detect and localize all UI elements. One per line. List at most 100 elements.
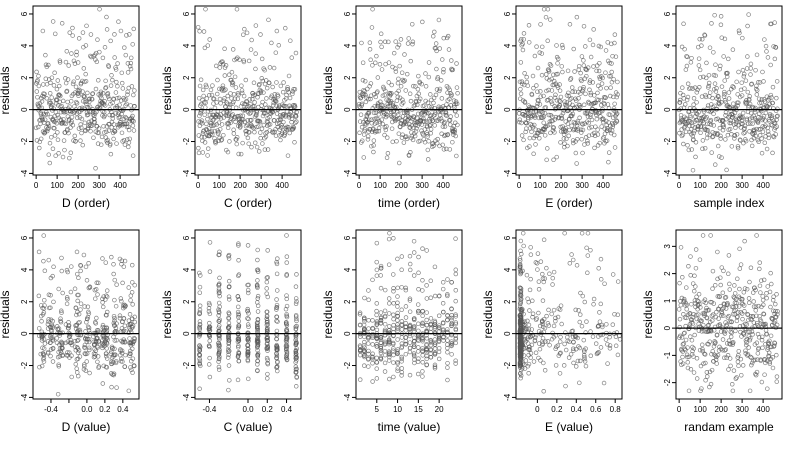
data-point — [612, 311, 617, 317]
data-point — [697, 347, 703, 353]
data-point — [529, 342, 535, 348]
data-point — [358, 344, 363, 350]
data-point — [74, 52, 79, 58]
data-point — [535, 89, 540, 94]
data-point — [432, 362, 438, 368]
data-point — [694, 376, 700, 381]
data-point — [106, 64, 112, 69]
data-point — [399, 359, 404, 364]
data-point — [726, 90, 732, 95]
data-point — [75, 373, 81, 379]
data-point — [266, 122, 271, 127]
data-point — [454, 153, 459, 159]
y-tick-label: 6 — [503, 11, 512, 16]
data-point — [577, 380, 582, 386]
data-point — [697, 36, 702, 42]
data-point — [428, 347, 434, 353]
data-point — [707, 45, 713, 50]
data-point — [403, 315, 409, 320]
data-point — [723, 306, 729, 311]
y-tick-label: 2 — [182, 299, 191, 304]
data-point — [45, 351, 51, 356]
data-point — [51, 299, 56, 305]
data-point — [88, 128, 93, 134]
data-point — [236, 323, 242, 328]
data-point — [416, 119, 422, 124]
data-point — [132, 103, 137, 109]
data-point — [102, 113, 108, 118]
data-point — [127, 32, 132, 37]
data-point — [236, 351, 242, 356]
y-tick-label: -2 — [343, 361, 352, 369]
data-point — [715, 276, 720, 282]
data-point — [550, 330, 555, 336]
data-point — [199, 121, 205, 126]
data-point — [253, 66, 258, 72]
data-point — [67, 350, 72, 355]
data-point — [197, 347, 202, 353]
data-point — [274, 297, 279, 302]
data-point — [234, 135, 240, 140]
data-point — [66, 63, 71, 68]
data-point — [712, 12, 717, 18]
data-point — [207, 92, 212, 98]
data-point — [75, 338, 80, 344]
data-point — [736, 348, 742, 354]
data-point — [78, 307, 83, 312]
data-point — [204, 84, 209, 90]
data-point — [413, 84, 418, 89]
data-point — [395, 300, 400, 306]
data-point — [213, 139, 219, 144]
data-point — [545, 321, 551, 326]
data-point — [383, 341, 388, 346]
data-point — [592, 93, 597, 98]
data-point — [119, 298, 124, 304]
data-point — [237, 57, 242, 62]
data-point — [366, 117, 372, 123]
data-point — [78, 262, 83, 268]
data-point — [85, 314, 91, 320]
data-point — [104, 313, 109, 318]
data-point — [691, 370, 697, 375]
data-point — [257, 82, 262, 87]
data-point — [585, 253, 591, 258]
data-point — [518, 248, 523, 254]
data-point — [617, 337, 623, 342]
data-point — [763, 43, 769, 49]
data-point — [246, 106, 251, 112]
data-point — [228, 116, 234, 121]
data-point — [575, 136, 580, 142]
data-point — [117, 256, 123, 262]
data-point — [570, 89, 575, 95]
data-point — [395, 368, 400, 374]
data-point — [518, 375, 523, 381]
y-tick-label: 4 — [20, 267, 29, 272]
data-point — [540, 319, 545, 324]
data-point — [748, 265, 754, 271]
data-point — [131, 118, 136, 124]
data-point — [732, 291, 738, 296]
y-tick-label: -2 — [503, 361, 512, 369]
data-point — [557, 339, 563, 344]
data-point — [445, 360, 450, 366]
data-point — [95, 292, 100, 297]
data-point — [391, 50, 397, 56]
data-point — [47, 160, 53, 166]
data-point — [603, 95, 608, 100]
data-point — [593, 341, 599, 346]
data-point — [386, 262, 392, 267]
data-point — [46, 123, 52, 129]
data-point — [393, 66, 398, 71]
data-point — [216, 309, 222, 314]
data-point — [526, 371, 531, 376]
data-point — [264, 335, 270, 341]
data-point — [518, 60, 524, 65]
data-point — [696, 291, 702, 297]
data-point — [419, 115, 424, 121]
data-point — [695, 312, 701, 317]
data-point — [607, 93, 613, 99]
data-point — [382, 287, 388, 293]
data-point — [440, 57, 445, 62]
data-point — [740, 110, 746, 116]
